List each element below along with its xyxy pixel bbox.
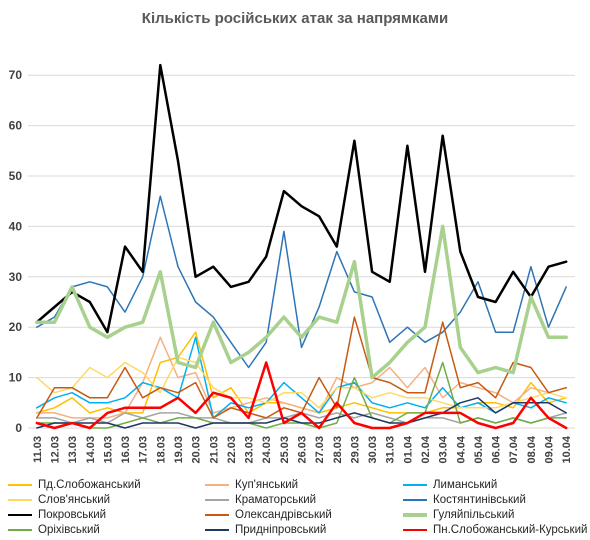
- x-tick-label: 21.03: [208, 436, 220, 464]
- x-tick-label: 15.03: [102, 436, 114, 464]
- series-line-10: [36, 397, 567, 429]
- x-tick-label: 06.04: [491, 435, 503, 463]
- x-tick-label: 19.03: [173, 436, 185, 464]
- y-tick-label: 40: [9, 219, 23, 233]
- x-tick-label: 23.03: [244, 436, 256, 464]
- x-tick-label: 26.03: [297, 436, 309, 464]
- x-tick-label: 29.03: [349, 436, 361, 464]
- x-tick-label: 13.03: [67, 436, 79, 464]
- series-line-6: [35, 63, 568, 334]
- x-tick-label: 01.04: [402, 435, 414, 463]
- y-tick-label: 70: [9, 68, 23, 82]
- y-tick-label: 20: [9, 320, 23, 334]
- x-tick-label: 02.04: [420, 435, 432, 463]
- x-tick-label: 31.03: [385, 436, 397, 464]
- x-tick-label: 24.03: [261, 436, 273, 464]
- x-tick-label: 03.04: [438, 435, 450, 463]
- y-tick-label: 60: [9, 119, 23, 133]
- x-tick-label: 11.03: [32, 436, 44, 463]
- x-tick-label: 05.04: [473, 435, 485, 463]
- x-tick-label: 07.04: [508, 435, 520, 463]
- x-tick-label: 18.03: [155, 436, 167, 464]
- x-tick-label: 28.03: [332, 436, 344, 464]
- chart-title: Кількість російських атак за напрямками: [141, 10, 449, 27]
- x-tick-label: 27.03: [314, 436, 326, 464]
- x-tick-label: 16.03: [120, 436, 132, 464]
- x-tick-label: 17.03: [138, 436, 150, 464]
- x-tick-label: 08.04: [526, 435, 538, 463]
- x-tick-label: 04.04: [455, 435, 467, 463]
- x-tick-label: 22.03: [226, 436, 238, 464]
- x-tick-label: 20.03: [191, 436, 203, 464]
- y-tick-label: 50: [9, 169, 23, 183]
- x-tick-label: 12.03: [49, 436, 61, 464]
- x-tick-label: 10.04: [561, 435, 573, 463]
- x-tick-label: 14.03: [85, 436, 97, 464]
- y-tick-label: 0: [15, 421, 22, 435]
- series-line-11: [35, 361, 568, 430]
- x-tick-label: 30.03: [367, 436, 379, 464]
- x-tick-label: 09.04: [544, 435, 556, 463]
- series-line-5: [36, 195, 567, 369]
- y-tick-label: 10: [9, 371, 23, 385]
- series-line-2: [36, 336, 567, 419]
- series-line-8: [35, 224, 568, 380]
- y-tick-label: 30: [9, 270, 23, 284]
- series-line-3: [36, 356, 567, 409]
- x-tick-label: 25.03: [279, 436, 291, 464]
